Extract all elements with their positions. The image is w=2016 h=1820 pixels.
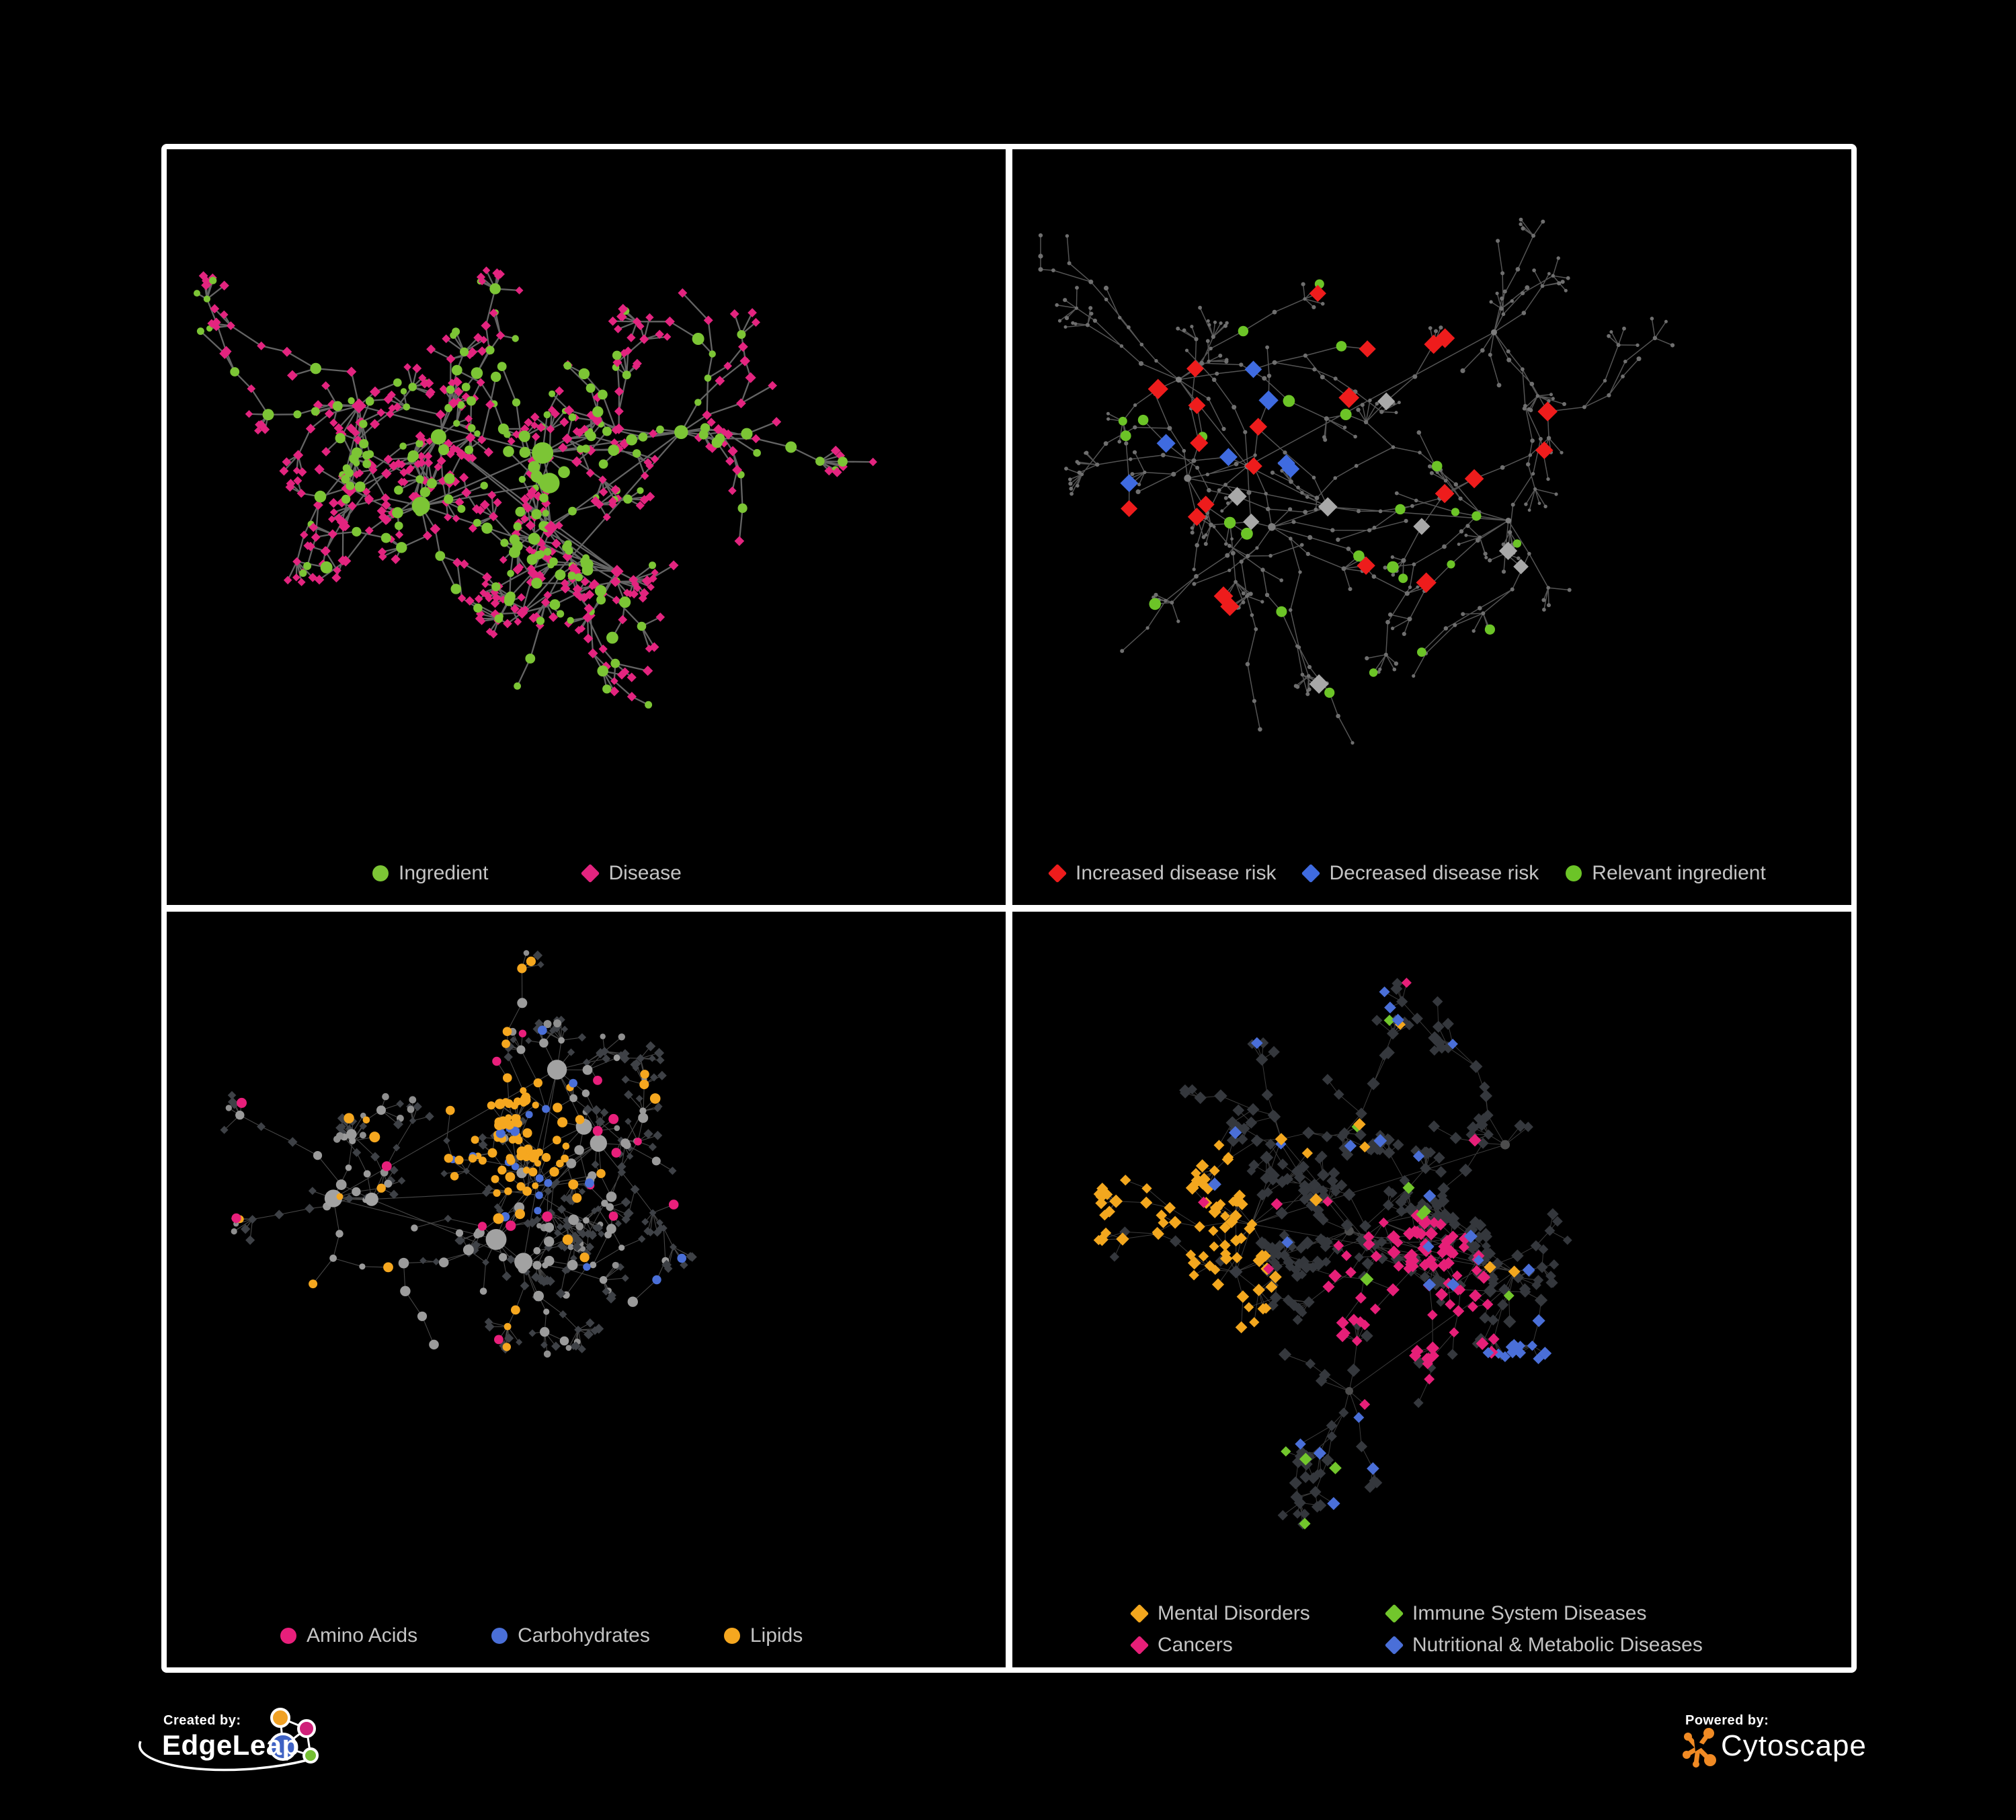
legend-label: Immune System Diseases [1412, 1602, 1647, 1624]
disease-risk-network-graph [1038, 217, 1675, 745]
legend-label: Carbohydrates [518, 1624, 650, 1647]
relevant-ingredient-circle-icon [1566, 865, 1582, 881]
mental-disorders-diamond-icon [1129, 1604, 1150, 1624]
legend-label: Ingredient [399, 862, 489, 884]
legend-label: Relevant ingredient [1592, 862, 1766, 884]
legend-item: Carbohydrates [491, 1624, 650, 1647]
legend-item: Disease [581, 862, 682, 885]
increased-risk-diamond-icon [1047, 863, 1067, 883]
legend-label: Increased disease risk [1076, 862, 1277, 884]
amino-acids-circle-icon [280, 1628, 296, 1644]
legend-disease-risk: Increased disease risk Decreased disease… [1047, 862, 1766, 885]
carbohydrates-circle-icon [491, 1628, 508, 1644]
created-by-label: Created by: [163, 1713, 241, 1728]
legend-item: Increased disease risk [1047, 862, 1277, 885]
legend-item: Mental Disorders [1129, 1602, 1386, 1625]
legend-item: Ingredient [372, 862, 488, 885]
panel-disease-categories: Mental Disorders Immune System Diseases … [1012, 912, 1851, 1667]
legend-macronutrients: Amino Acids Carbohydrates Lipids [280, 1624, 803, 1647]
disease-category-network-graph [1093, 978, 1572, 1530]
disease-diamond-icon [581, 863, 600, 883]
legend-label: Cancers [1158, 1634, 1233, 1656]
legend-label: Lipids [750, 1624, 803, 1647]
legend-label: Disease [608, 862, 682, 884]
edgeleap-logo [138, 1708, 319, 1772]
panel-macronutrients: Amino Acids Carbohydrates Lipids [167, 912, 1006, 1667]
legend-item: Relevant ingredient [1566, 862, 1766, 885]
macronutrient-network-graph [220, 950, 697, 1358]
cancers-diamond-icon [1129, 1635, 1150, 1655]
ingredient-disease-network-graph [194, 266, 877, 709]
legend-item: Amino Acids [280, 1624, 417, 1647]
nutritional-metabolic-diamond-icon [1384, 1635, 1404, 1655]
legend-label: Amino Acids [307, 1624, 418, 1647]
cytoscape-logo [1683, 1728, 1716, 1768]
legend-label: Decreased disease risk [1329, 862, 1539, 884]
legend-item: Immune System Diseases [1384, 1602, 1703, 1625]
legend-label: Nutritional & Metabolic Diseases [1412, 1634, 1703, 1656]
legend-item: Cancers [1129, 1634, 1386, 1657]
panels-frame: Ingredient Disease Increased disease ris… [161, 144, 1857, 1673]
legend-item: Decreased disease risk [1301, 862, 1539, 885]
edgeleap-wordmark: EdgeLeap [162, 1729, 300, 1761]
decreased-risk-diamond-icon [1301, 863, 1321, 883]
lipids-circle-icon [723, 1628, 740, 1644]
legend-label: Mental Disorders [1158, 1602, 1310, 1624]
legend-disease-categories: Mental Disorders Immune System Diseases … [1129, 1602, 1703, 1657]
immune-diseases-diamond-icon [1384, 1604, 1404, 1624]
panel-ingredient-disease: Ingredient Disease [167, 149, 1006, 905]
powered-by-label: Powered by: [1685, 1713, 1769, 1728]
legend-ingredient-disease: Ingredient Disease [372, 862, 682, 885]
legend-item: Nutritional & Metabolic Diseases [1384, 1634, 1703, 1657]
ingredient-circle-icon [372, 865, 389, 881]
panel-disease-risk: Increased disease risk Decreased disease… [1012, 149, 1851, 905]
legend-item: Lipids [723, 1624, 803, 1647]
cytoscape-wordmark: Cytoscape [1721, 1729, 1867, 1762]
